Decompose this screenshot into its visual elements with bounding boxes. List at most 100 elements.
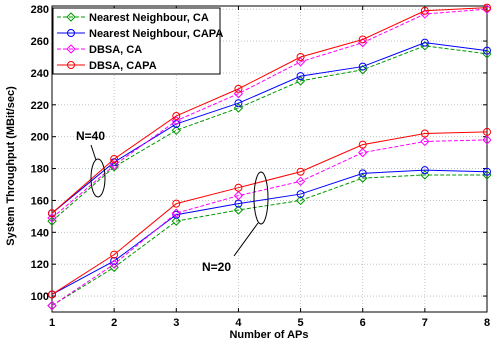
data-point (482, 135, 491, 145)
data-point (295, 195, 306, 206)
data-point (109, 162, 119, 172)
data-point (110, 250, 119, 259)
data-point (171, 216, 181, 226)
n20-annotation: N=20 (202, 260, 231, 274)
n20-group-ellipse (253, 171, 269, 225)
annotation-layer: N=40 N=20 (76, 129, 269, 274)
data-point (296, 53, 305, 61)
data-point (295, 57, 306, 67)
data-point (109, 160, 119, 171)
y-tick-label: 280 (31, 4, 49, 16)
data-point (420, 6, 429, 15)
data-point (171, 125, 181, 136)
y-tick-label: 160 (31, 195, 49, 207)
x-tick-label: 8 (484, 317, 490, 329)
legend-label: DBSA, CA (89, 44, 142, 56)
data-point (358, 140, 367, 149)
legend-box (52, 7, 221, 75)
data-point (172, 111, 181, 120)
legend-label: Nearest Neighbour, CAPA (89, 28, 223, 40)
legend-entry: DBSA, CA (57, 44, 142, 56)
data-point (234, 183, 243, 192)
y-tick-label: 180 (31, 164, 49, 176)
data-point (420, 38, 429, 47)
legend-label: DBSA, CAPA (89, 60, 157, 72)
series-line (51, 131, 488, 295)
data-point (233, 205, 244, 215)
series-line (51, 8, 488, 219)
legend-marker (67, 61, 75, 69)
legend-label: Nearest Neighbour, CA (89, 12, 209, 24)
x-tick-label: 4 (235, 317, 242, 329)
data-point (47, 213, 57, 223)
legend-marker (66, 44, 76, 54)
data-point (358, 147, 368, 158)
series-dbsa-ca-n40 (47, 4, 491, 223)
x-tick-label: 6 (360, 317, 366, 329)
legend-entry: Nearest Neighbour, CA (57, 12, 209, 24)
series-line (51, 139, 488, 307)
y-tick-label: 260 (31, 36, 49, 48)
x-tick-label: 1 (49, 317, 55, 329)
y-tick-label: 220 (31, 100, 49, 112)
legend-marker (67, 29, 75, 37)
data-point (171, 208, 181, 218)
x-axis-title: Number of APs (229, 329, 308, 341)
data-point (110, 155, 119, 163)
data-point (295, 176, 306, 187)
legend: Nearest Neighbour, CA Nearest Neighbour, … (52, 7, 223, 75)
data-point (296, 72, 305, 81)
y-tick-label: 140 (31, 227, 49, 239)
n20-arrow-line (233, 222, 259, 257)
legend-entry: Nearest Neighbour, CAPA (57, 28, 223, 40)
n40-group-ellipse (90, 158, 106, 198)
data-point (233, 88, 244, 99)
data-point (47, 300, 57, 311)
data-point (233, 190, 244, 201)
data-point (295, 76, 306, 86)
series-line (51, 45, 488, 222)
series-line (51, 174, 487, 307)
data-point (172, 199, 181, 208)
y-tick-label: 240 (31, 68, 49, 80)
y-tick-label: 120 (31, 259, 49, 271)
data-point (48, 290, 56, 299)
data-point (420, 136, 430, 147)
data-point (172, 210, 181, 219)
data-point (233, 103, 244, 113)
axis-ticks: 1 2 3 4 5 6 7 8 100 120 140 160 180 200 220 240 260 280 (31, 4, 490, 329)
data-point (296, 167, 305, 176)
legend-entry: DBSA, CAPA (57, 60, 157, 72)
data-point (358, 35, 367, 44)
series-dbsa-ca-n20 (47, 135, 491, 311)
data-point (420, 166, 429, 175)
data-point (296, 190, 305, 199)
data-point (234, 84, 243, 93)
x-tick-label: 5 (298, 317, 304, 329)
data-point (358, 173, 368, 183)
data-point (48, 209, 56, 218)
series-dbsa-capa-n20 (48, 127, 491, 299)
data-point (358, 169, 367, 178)
n40-arrow-line (90, 144, 97, 161)
data-point (171, 116, 181, 126)
series-line (51, 7, 488, 214)
series-dbsa-capa-n40 (48, 3, 491, 218)
y-tick-label: 100 (31, 291, 49, 303)
data-point (420, 170, 430, 180)
series-line (51, 169, 488, 295)
x-tick-label: 3 (173, 317, 179, 329)
data-point (358, 62, 367, 71)
series-layer (47, 3, 491, 311)
x-tick-label: 2 (111, 317, 117, 329)
n40-annotation: N=40 (76, 129, 105, 143)
y-axis-title: System Throughput (MBit/sec) (5, 86, 17, 246)
series-line (51, 42, 488, 214)
data-point (420, 129, 429, 138)
legend-marker (66, 12, 76, 22)
plot-frame (51, 5, 488, 313)
y-tick-label: 200 (31, 132, 49, 144)
data-point (234, 99, 243, 108)
x-tick-label: 7 (422, 317, 428, 329)
